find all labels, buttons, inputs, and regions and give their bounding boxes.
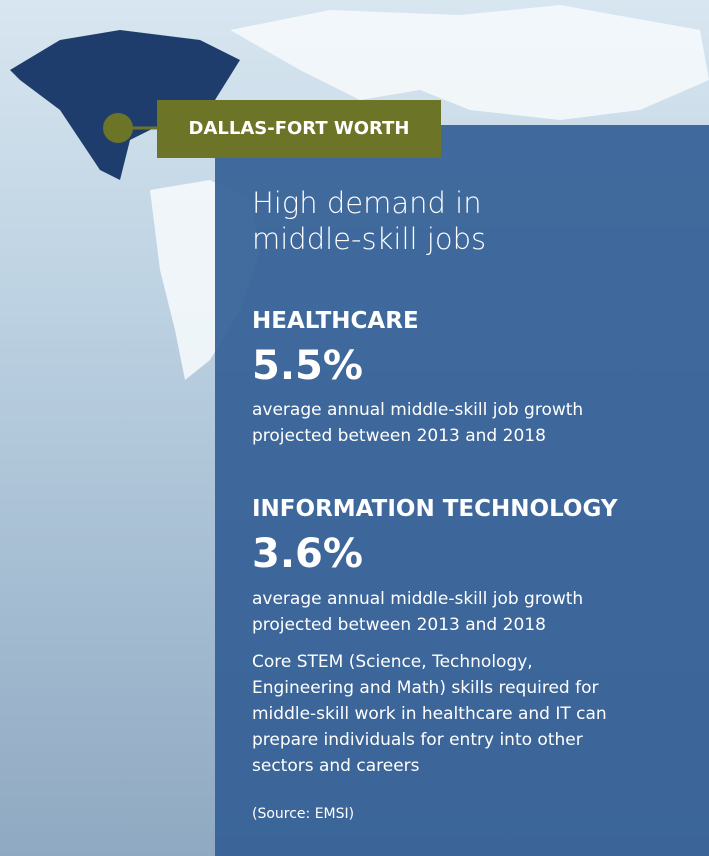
section-label: INFORMATION TECHNOLOGY	[252, 496, 617, 522]
title: middle-skill jobs	[252, 222, 486, 256]
note: sectors and careers	[252, 756, 420, 776]
section-description: average annual middle-skill job growth	[252, 589, 583, 609]
note: Core STEM (Science, Technology,	[252, 652, 533, 672]
note: prepare individuals for entry into other	[252, 730, 583, 750]
section-description: projected between 2013 and 2018	[252, 615, 546, 635]
note: Engineering and Math) skills required fo…	[252, 678, 599, 698]
note: middle-skill work in healthcare and IT c…	[252, 704, 607, 724]
title: High demand in	[252, 186, 482, 220]
section-value: 3.6%	[252, 531, 363, 577]
section-description: projected between 2013 and 2018	[252, 426, 546, 446]
section-label: HEALTHCARE	[252, 308, 419, 334]
source: (Source: EMSI)	[252, 806, 354, 822]
location-dot	[103, 113, 133, 143]
location-label: DALLAS-FORT WORTH	[157, 100, 441, 158]
section-description: average annual middle-skill job growth	[252, 400, 583, 420]
infographic: DALLAS-FORT WORTH High demand in middle-…	[0, 0, 709, 856]
section-value: 5.5%	[252, 343, 363, 389]
